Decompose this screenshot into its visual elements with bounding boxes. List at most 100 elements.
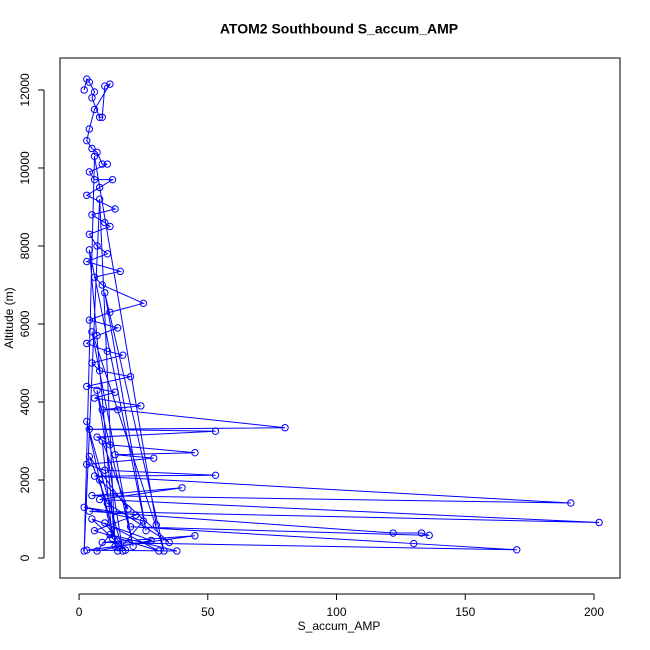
y-tick-label: 12000 <box>18 73 32 107</box>
data-point <box>410 539 418 548</box>
y-tick-label: 4000 <box>18 388 32 415</box>
data-point <box>90 394 99 402</box>
data-point <box>147 536 155 545</box>
data-point <box>90 273 99 281</box>
x-tick-label: 200 <box>584 605 604 619</box>
plot-frame <box>59 57 621 579</box>
data-point <box>113 324 122 332</box>
data-point <box>155 547 163 555</box>
data-point <box>101 519 109 527</box>
x-tick-label: 150 <box>455 605 475 619</box>
data-point <box>281 424 289 432</box>
data-point <box>85 452 94 461</box>
data-point <box>90 152 99 160</box>
data-point <box>93 148 101 157</box>
data-point <box>80 86 88 94</box>
data-point <box>98 281 106 289</box>
data-point <box>93 386 101 394</box>
data-point <box>93 433 101 441</box>
data-point <box>106 441 114 449</box>
data-point <box>95 495 104 504</box>
data-point <box>95 476 104 484</box>
data-point <box>103 499 112 508</box>
data-point <box>98 160 106 168</box>
data-point <box>126 372 135 381</box>
data-point <box>88 491 96 500</box>
data-point <box>116 267 124 276</box>
data-point <box>85 246 94 254</box>
data-point <box>88 144 96 153</box>
data-point <box>111 542 119 550</box>
x-axis-label: S_accum_AMP <box>298 619 381 633</box>
data-point <box>88 359 96 367</box>
data-point <box>139 299 148 308</box>
data-point <box>93 331 101 340</box>
data-point <box>85 168 94 176</box>
data-point <box>83 191 91 199</box>
data-point <box>95 183 104 192</box>
y-tick-label: 0 <box>18 554 32 561</box>
data-line <box>83 77 600 553</box>
data-point <box>124 505 132 513</box>
data-point <box>85 78 94 86</box>
data-point <box>90 175 99 184</box>
y-tick-label: 2000 <box>18 466 32 493</box>
data-point <box>90 105 99 114</box>
data-point <box>106 530 114 539</box>
data-point <box>513 546 521 554</box>
data-point <box>98 406 106 414</box>
data-point <box>83 339 91 348</box>
data-point <box>83 417 91 426</box>
data-point <box>111 388 119 396</box>
data-point <box>119 351 127 359</box>
data-point <box>113 406 122 414</box>
data-point <box>98 437 106 445</box>
data-point <box>165 538 173 547</box>
data-point <box>389 529 397 537</box>
data-point <box>425 531 433 540</box>
data-point <box>108 534 117 543</box>
data-point <box>137 402 145 410</box>
data-point <box>106 222 114 231</box>
data-point <box>126 523 135 531</box>
data-point <box>90 526 99 535</box>
data-point <box>103 250 112 258</box>
data-point <box>85 316 94 324</box>
data-point <box>131 511 140 519</box>
data-point <box>152 521 160 529</box>
y-axis-label: Altitude (m) <box>2 287 16 348</box>
data-point <box>106 308 114 316</box>
data-point <box>85 230 94 238</box>
data-point <box>95 113 104 121</box>
data-point <box>93 242 101 250</box>
data-point <box>103 347 112 355</box>
data-point <box>88 515 96 523</box>
data-point <box>101 82 109 90</box>
data-point <box>85 507 94 515</box>
data-point <box>111 205 119 213</box>
data-point <box>90 472 99 480</box>
data-point <box>101 466 109 474</box>
data-point <box>139 517 148 525</box>
y-tick-label: 6000 <box>18 310 32 337</box>
x-tick-label: 100 <box>327 605 347 619</box>
data-point <box>211 471 220 480</box>
data-point <box>173 547 181 555</box>
data-point <box>95 195 104 203</box>
data-point <box>119 547 127 555</box>
data-point <box>211 427 220 435</box>
x-tick-label: 50 <box>201 605 215 619</box>
data-point <box>101 289 109 297</box>
data-point <box>88 211 96 219</box>
data-point <box>88 94 96 102</box>
data-point <box>150 454 158 462</box>
data-point <box>83 136 91 145</box>
data-point <box>98 538 106 547</box>
data-point <box>98 113 106 121</box>
data-point <box>129 542 137 550</box>
data-point <box>417 529 426 537</box>
data-point <box>142 526 150 535</box>
data-point <box>83 382 91 391</box>
data-point <box>85 125 94 133</box>
